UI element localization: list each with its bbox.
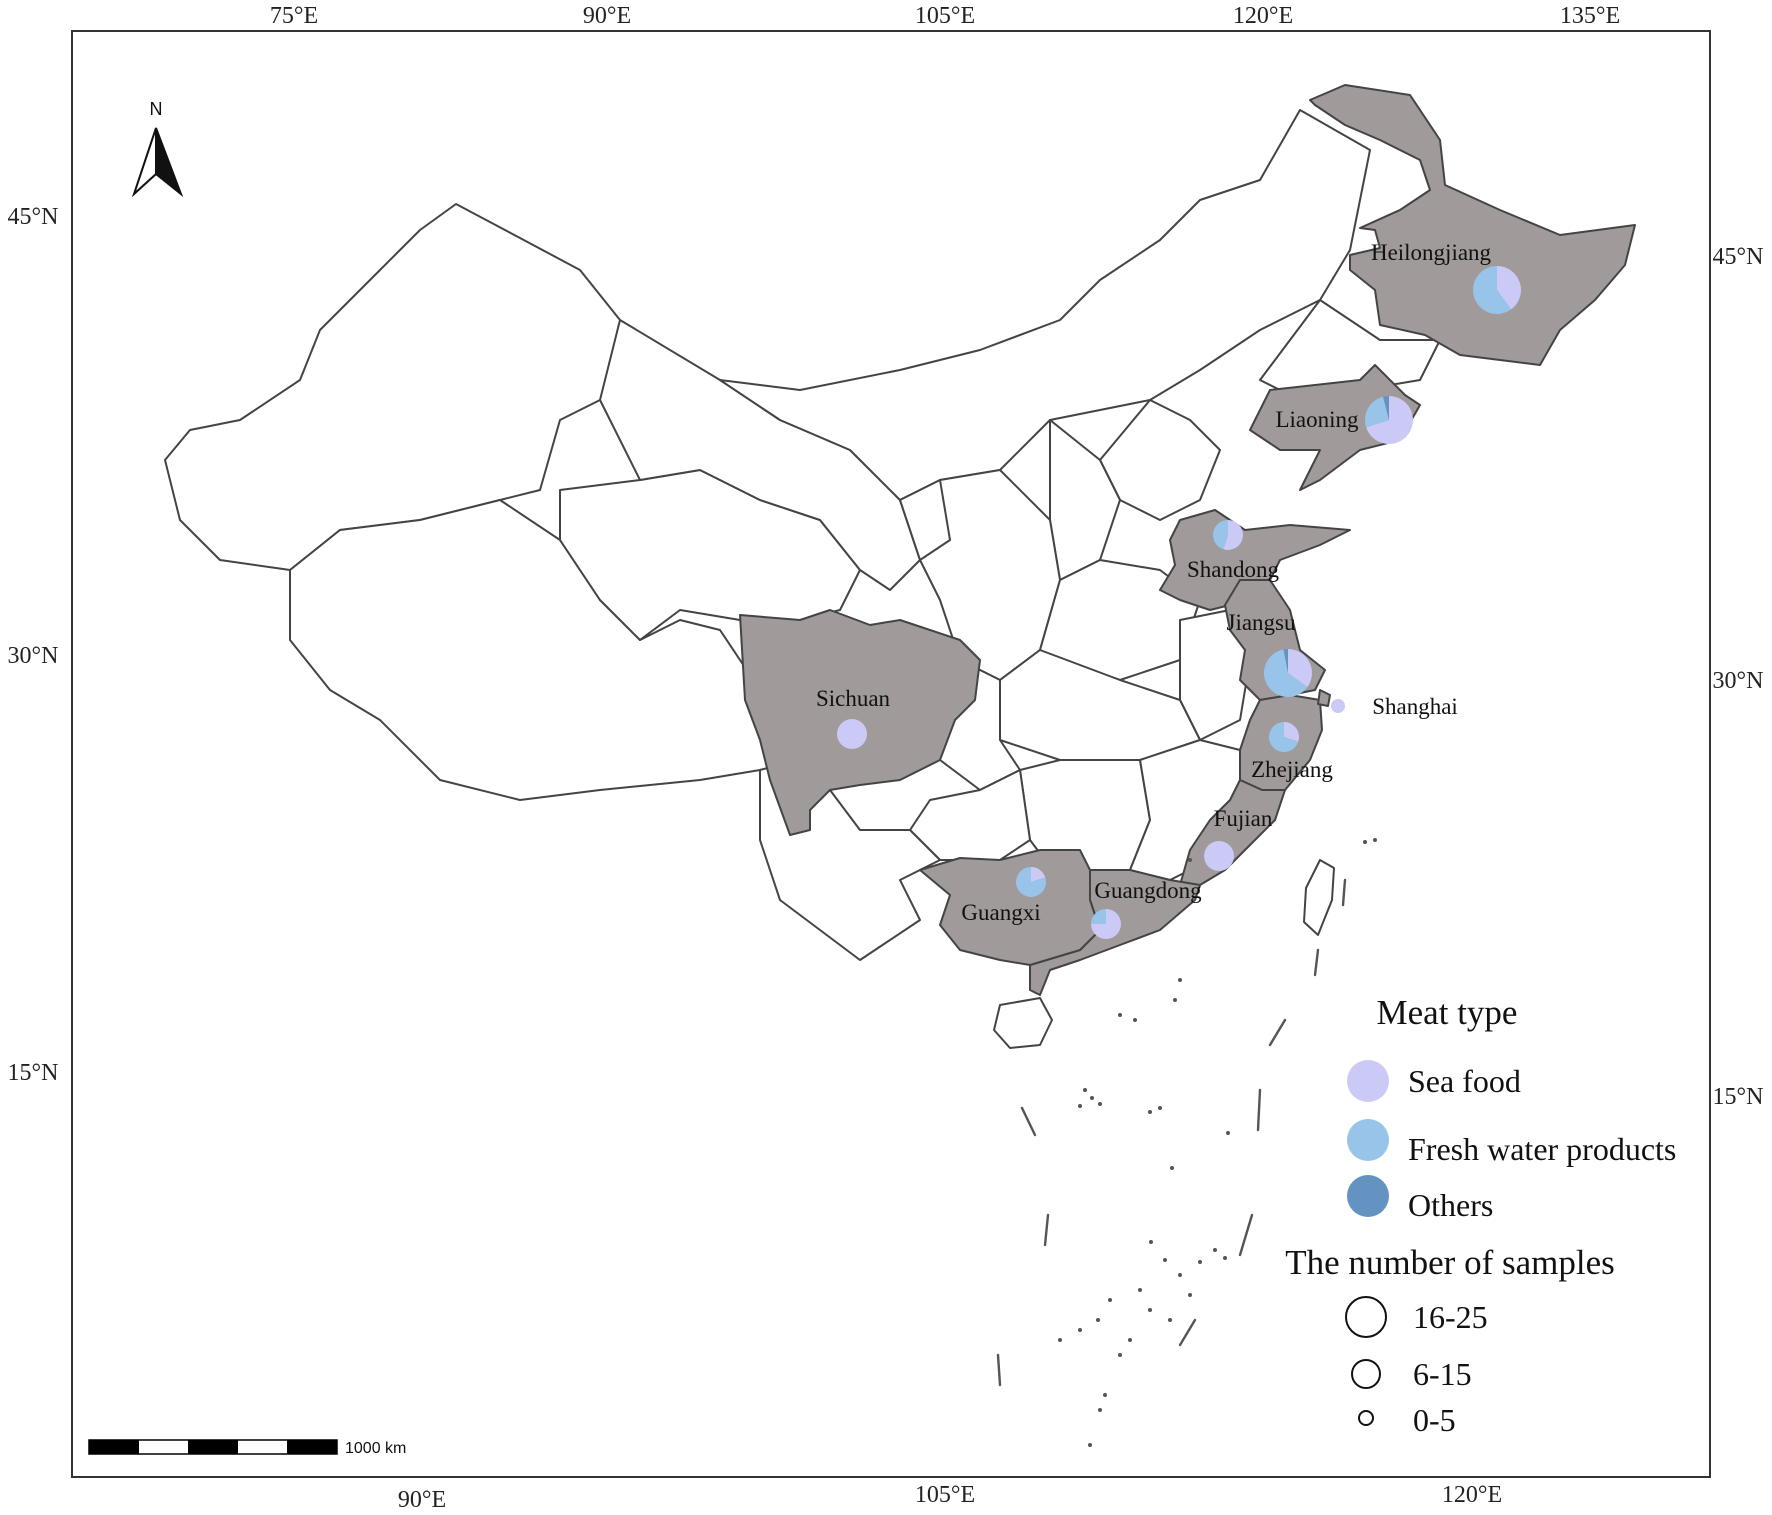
pie-slice-sea-food bbox=[1497, 266, 1521, 310]
legend-swatch-others bbox=[1347, 1175, 1389, 1217]
bottom-tick-105e: 105°E bbox=[915, 1482, 975, 1508]
right-tick-45n: 45°N bbox=[1713, 244, 1764, 270]
legend-samples-title: The number of samples bbox=[1285, 1243, 1615, 1282]
pie-slice-others bbox=[1283, 649, 1288, 673]
right-tick-labels: 45°N 30°N 15°N bbox=[1713, 244, 1764, 1110]
province-liaoning bbox=[1249, 364, 1421, 491]
legend-label-fresh-water: Fresh water products bbox=[1408, 1131, 1676, 1167]
pie-liaoning bbox=[1365, 396, 1414, 444]
pie-slice-sea-food bbox=[1288, 649, 1312, 688]
left-tick-30n: 30°N bbox=[8, 643, 59, 669]
island-dots bbox=[1058, 838, 1377, 1447]
bottom-tick-120e: 120°E bbox=[1442, 1482, 1502, 1508]
north-arrow-icon: N bbox=[131, 99, 184, 198]
pie-slice-sea-food bbox=[1223, 520, 1243, 550]
label-shandong: Shandong bbox=[1187, 557, 1280, 582]
legend-label-others: Others bbox=[1408, 1187, 1493, 1223]
label-zhejiang: Zhejiang bbox=[1251, 757, 1333, 782]
legend-swatch-fresh-water bbox=[1347, 1119, 1389, 1161]
pie-slice-fresh-water bbox=[1472, 266, 1512, 314]
pie-slice-fresh-water bbox=[1213, 520, 1228, 550]
right-tick-30n: 30°N bbox=[1713, 668, 1764, 694]
label-shanghai: Shanghai bbox=[1372, 694, 1458, 719]
pie-slice-sea-food bbox=[1331, 699, 1345, 713]
dash-line bbox=[1268, 1018, 1287, 1047]
pie-slice-sea-food bbox=[1031, 867, 1046, 882]
label-sichuan: Sichuan bbox=[816, 686, 891, 711]
legend-size-medium-icon bbox=[1351, 1359, 1381, 1389]
top-tick-105e: 105°E bbox=[915, 3, 975, 29]
dash-line bbox=[1341, 878, 1347, 907]
top-tick-90e: 90°E bbox=[583, 3, 631, 29]
label-fujian: Fujian bbox=[1214, 806, 1273, 831]
pie-slice-fresh-water bbox=[1269, 722, 1299, 752]
bottom-tick-90e: 90°E bbox=[398, 1487, 446, 1513]
dash-line bbox=[996, 1353, 1002, 1387]
south-china-sea-features bbox=[996, 838, 1377, 1447]
dash-line bbox=[1238, 1213, 1254, 1257]
province-hainan bbox=[993, 997, 1053, 1049]
legend-meat-title: Meat type bbox=[1377, 993, 1518, 1032]
left-tick-labels: 45°N 30°N 15°N bbox=[8, 204, 59, 1086]
legend-swatch-sea-food bbox=[1347, 1060, 1389, 1102]
pie-jiangsu bbox=[1264, 649, 1312, 697]
left-tick-15n: 15°N bbox=[8, 1060, 59, 1086]
left-tick-45n: 45°N bbox=[8, 204, 59, 230]
pie-slice-sea-food bbox=[1366, 396, 1414, 444]
top-tick-120e: 120°E bbox=[1233, 3, 1293, 29]
dash-line bbox=[1043, 1213, 1050, 1247]
pie-slice-sea-food bbox=[1204, 841, 1234, 871]
legend-size-large-icon bbox=[1345, 1296, 1387, 1338]
pie-slice-others bbox=[1383, 396, 1389, 420]
pie-shanghai bbox=[1331, 699, 1345, 713]
pie-slice-sea-food bbox=[1284, 722, 1299, 742]
legend-size-large-label: 16-25 bbox=[1413, 1299, 1488, 1335]
province-taiwan bbox=[1303, 859, 1335, 936]
top-tick-labels: 75°E 90°E 105°E 120°E 135°E bbox=[270, 3, 1620, 29]
province-labels: Heilongjiang Liaoning Shandong Jiangsu S… bbox=[816, 240, 1492, 925]
pie-slice-fresh-water bbox=[1365, 396, 1389, 428]
top-tick-75e: 75°E bbox=[270, 3, 318, 29]
pie-slice-fresh-water bbox=[1091, 909, 1106, 924]
pie-heilongjiang bbox=[1472, 266, 1521, 314]
legend-label-sea-food: Sea food bbox=[1408, 1063, 1521, 1099]
pie-slice-sea-food bbox=[837, 719, 867, 749]
dash-line bbox=[1020, 1106, 1037, 1137]
pie-slice-fresh-water bbox=[1016, 867, 1046, 898]
north-label: N bbox=[150, 99, 163, 119]
legend-size-medium-label: 6-15 bbox=[1413, 1356, 1472, 1392]
province-heilongjiang bbox=[1309, 84, 1636, 366]
pie-guangdong bbox=[1091, 909, 1121, 939]
scale-label: 1000 km bbox=[345, 1440, 406, 1457]
dash-line bbox=[1256, 1088, 1262, 1132]
province-shanxi bbox=[1049, 419, 1121, 581]
pie-sichuan bbox=[837, 719, 867, 749]
province-shanghai bbox=[1317, 689, 1331, 707]
pie-shandong bbox=[1213, 520, 1243, 550]
pie-zhejiang bbox=[1269, 722, 1299, 752]
pie-charts bbox=[837, 266, 1521, 939]
legend-size-small-label: 0-5 bbox=[1413, 1402, 1456, 1438]
scale-bar: 1000 km bbox=[88, 1439, 406, 1457]
label-guangdong: Guangdong bbox=[1094, 878, 1202, 903]
legend: Meat type Sea food Fresh water products … bbox=[1285, 993, 1676, 1438]
right-tick-15n: 15°N bbox=[1713, 1084, 1764, 1110]
label-jiangsu: Jiangsu bbox=[1227, 610, 1297, 635]
province-ningxia bbox=[899, 479, 951, 561]
study-provinces bbox=[739, 84, 1636, 996]
map-frame bbox=[71, 30, 1711, 1478]
dash-line bbox=[1313, 948, 1320, 977]
top-tick-135e: 135°E bbox=[1560, 3, 1620, 29]
pie-fujian bbox=[1204, 841, 1234, 871]
label-heilongjiang: Heilongjiang bbox=[1371, 240, 1492, 265]
pie-guangxi bbox=[1016, 867, 1046, 898]
label-liaoning: Liaoning bbox=[1275, 407, 1359, 432]
dash-line bbox=[1178, 1318, 1197, 1347]
label-guangxi: Guangxi bbox=[961, 900, 1040, 925]
pie-slice-fresh-water bbox=[1264, 649, 1308, 697]
base-provinces bbox=[164, 109, 1441, 1049]
legend-size-small-icon bbox=[1358, 1410, 1374, 1426]
bottom-tick-labels: 90°E 105°E 120°E bbox=[398, 1482, 1502, 1513]
